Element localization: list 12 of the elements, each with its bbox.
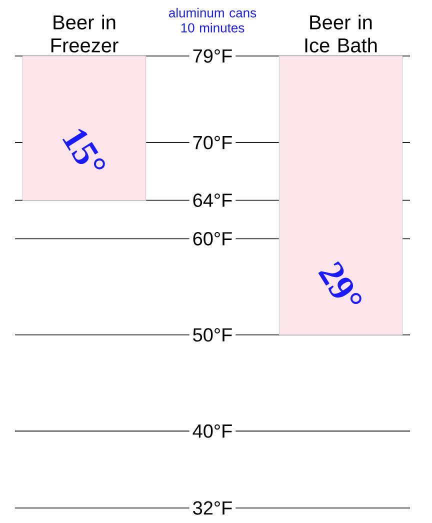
y-tick-label: 79°F: [193, 49, 232, 63]
y-tick-label: 50°F: [193, 328, 232, 342]
data-label: 15°: [62, 128, 105, 170]
text: aluminum cans 10 minutes: [168, 8, 256, 32]
x-tick-label: Beer in Freezer: [51, 14, 118, 52]
y-tick-label: 70°F: [193, 136, 232, 150]
y-tick-label: 40°F: [192, 424, 232, 438]
x-tick-label: Beer in Ice Bath: [305, 14, 377, 52]
y-tick-label: 64°F: [193, 194, 232, 207]
y-tick-label: 60°F: [193, 232, 232, 246]
y-tick-label: 32°F: [193, 501, 232, 515]
data-label: 29°: [318, 261, 362, 304]
